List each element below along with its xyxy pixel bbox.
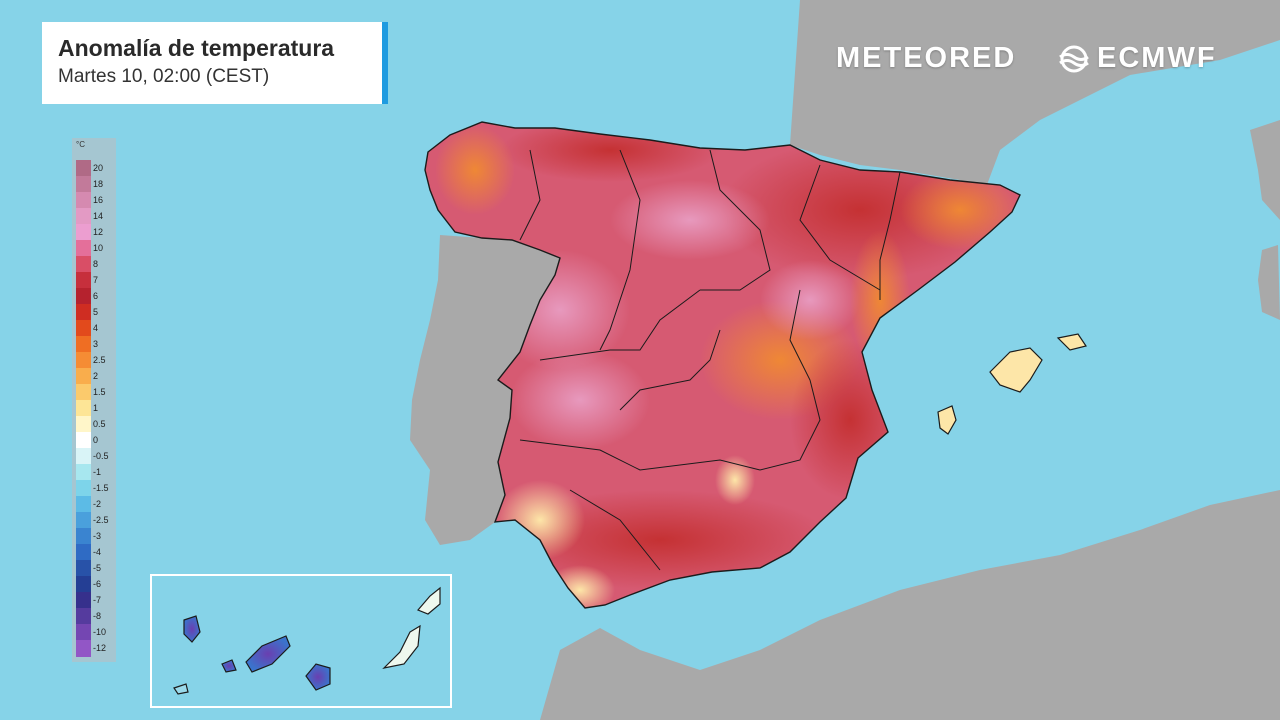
legend-swatch <box>76 368 91 385</box>
legend-swatch <box>76 624 91 641</box>
legend-swatch <box>76 592 91 609</box>
italy-land <box>1250 120 1280 220</box>
page-title: Anomalía de temperatura <box>58 35 335 61</box>
spain-coastline <box>424 121 1021 609</box>
legend-label: -7 <box>93 595 102 605</box>
legend-label: 2.5 <box>93 355 106 365</box>
legend-label: 0.5 <box>93 419 106 429</box>
legend-swatch <box>76 176 91 193</box>
legend-swatch <box>76 224 91 241</box>
legend-label: 8 <box>93 259 99 269</box>
legend-label: -1.5 <box>93 483 109 493</box>
legend-swatch <box>76 528 91 545</box>
legend-label: -0.5 <box>93 451 109 461</box>
legend-label: 6 <box>93 291 99 301</box>
legend-labels: 20 18 16 14 12 10 8 7 6 5 4 3 2.5 2 1.5 1 0.5 0 -0.5 -1 -1.5… <box>93 160 115 656</box>
legend-label: -4 <box>93 547 102 557</box>
portugal-land <box>410 235 560 545</box>
legend-swatch <box>76 384 91 401</box>
legend-swatch <box>76 480 91 497</box>
legend-label: 14 <box>93 211 104 221</box>
legend-label: -2.5 <box>93 515 109 525</box>
legend-swatch <box>76 432 91 449</box>
legend-swatch <box>76 160 91 177</box>
legend-swatch <box>76 608 91 625</box>
ecmwf-logo: ECMWF <box>1055 42 1217 75</box>
legend-swatch <box>76 336 91 353</box>
legend-swatch <box>76 576 91 593</box>
france-land <box>790 0 1280 190</box>
legend-label: 7 <box>93 275 99 285</box>
legend-label: 3 <box>93 339 99 349</box>
legend-swatch <box>76 288 91 305</box>
menorca-island <box>1056 333 1087 351</box>
title-box: Anomalía de temperatura Martes 10, 02:00… <box>42 22 388 104</box>
legend-swatch <box>76 272 91 289</box>
ibiza-island <box>937 405 957 435</box>
legend-swatch <box>76 416 91 433</box>
legend-swatch <box>76 256 91 273</box>
legend-label: 12 <box>93 227 104 237</box>
legend-swatch <box>76 496 91 513</box>
legend-label: 10 <box>93 243 104 253</box>
legend-label: -5 <box>93 563 102 573</box>
legend-label: -3 <box>93 531 102 541</box>
legend-swatch <box>76 400 91 417</box>
meteored-logo: METEORED <box>836 42 1017 74</box>
legend-label: 20 <box>93 163 104 173</box>
sardinia-land <box>1258 245 1280 320</box>
legend-swatch <box>76 512 91 529</box>
legend-label: -8 <box>93 611 102 621</box>
legend-label: -12 <box>93 643 107 653</box>
legend-label: 18 <box>93 179 104 189</box>
legend-swatch <box>76 320 91 337</box>
legend-label: 1.5 <box>93 387 106 397</box>
page-subtitle: Martes 10, 02:00 (CEST) <box>58 66 270 87</box>
ecmwf-text: ECMWF <box>1097 42 1217 74</box>
africa-land <box>540 490 1280 720</box>
legend-swatch <box>76 352 91 369</box>
legend-label: 4 <box>93 323 99 333</box>
legend-swatch <box>76 464 91 481</box>
legend-unit: °C <box>76 140 85 149</box>
legend-label: -1 <box>93 467 102 477</box>
legend-swatch <box>76 640 91 657</box>
legend-swatch <box>76 448 91 465</box>
ecmwf-logo-icon <box>1059 45 1089 72</box>
legend-label: 1 <box>93 403 99 413</box>
legend-swatch <box>76 544 91 561</box>
legend-swatch <box>76 208 91 225</box>
mallorca-island <box>989 347 1043 393</box>
legend-swatch <box>76 560 91 577</box>
legend-label: -2 <box>93 499 102 509</box>
legend-label: 0 <box>93 435 99 445</box>
legend-label: 5 <box>93 307 99 317</box>
canary-islands <box>173 586 441 695</box>
legend-swatch <box>76 192 91 209</box>
legend-label: 16 <box>93 195 104 205</box>
color-legend: °C 20 18 16 14 12 10 8 7 6 5 4 3 2.5 2 1.5 1 0.5 0 -0.5 -1 -… <box>72 138 116 662</box>
legend-color-bar <box>76 160 91 657</box>
legend-label: -10 <box>93 627 107 637</box>
canary-islands-inset <box>150 574 452 708</box>
legend-label: -6 <box>93 579 102 589</box>
legend-swatch <box>76 240 91 257</box>
legend-label: 2 <box>93 371 99 381</box>
region-borders <box>519 149 901 571</box>
legend-swatch <box>76 304 91 321</box>
